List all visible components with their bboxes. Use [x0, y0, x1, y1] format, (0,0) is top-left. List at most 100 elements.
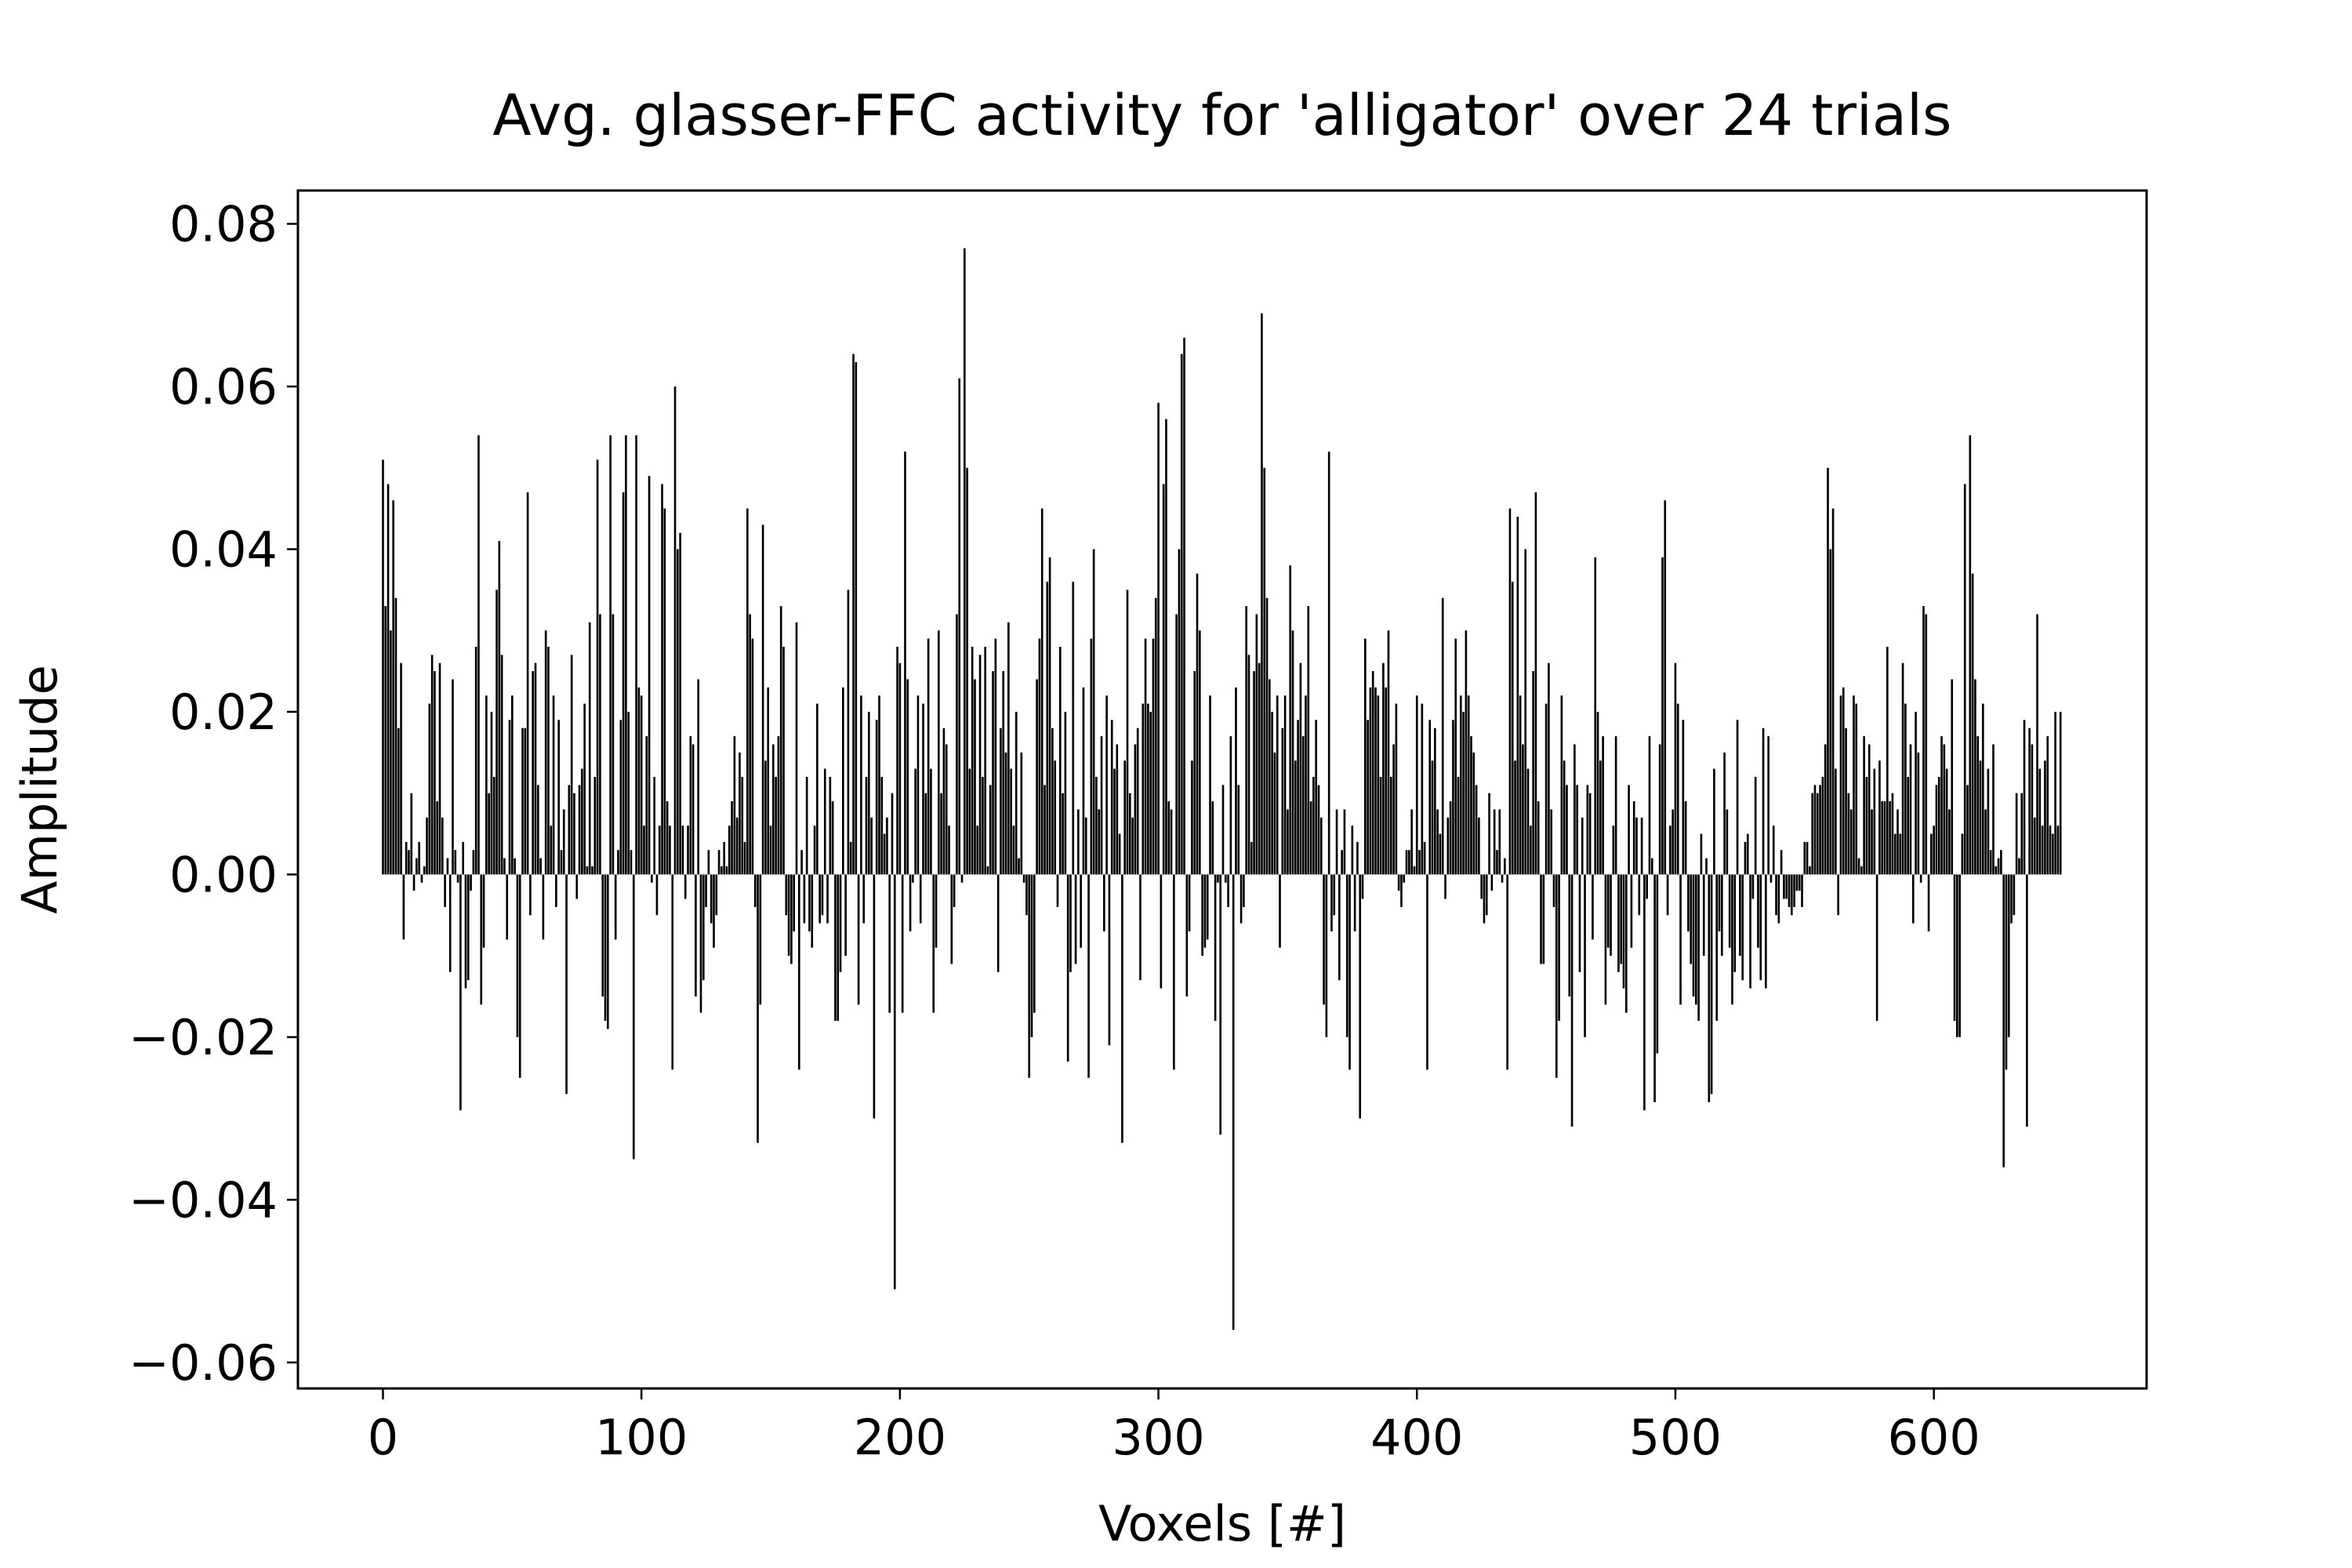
bar — [855, 361, 858, 875]
bar — [1457, 776, 1460, 875]
bar — [1992, 744, 1994, 875]
bar — [1519, 695, 1522, 875]
bar — [405, 841, 408, 875]
bar — [813, 826, 816, 875]
bar — [1976, 736, 1980, 875]
x-tick-label: 200 — [854, 1409, 946, 1466]
bar — [1684, 801, 1687, 875]
bar — [849, 841, 852, 875]
bar — [544, 630, 547, 875]
bar — [1690, 874, 1693, 964]
bar — [1367, 720, 1369, 875]
bar — [1271, 711, 1273, 875]
bar — [1452, 720, 1454, 875]
bar — [1824, 744, 1827, 875]
bar — [416, 858, 418, 875]
bar — [837, 874, 840, 1022]
bar — [412, 874, 416, 891]
bar — [1806, 841, 1809, 875]
bar — [1899, 833, 1902, 875]
bar — [575, 874, 579, 899]
bar — [438, 662, 441, 875]
bar — [482, 874, 485, 948]
bar — [1330, 874, 1333, 932]
bar — [1092, 549, 1095, 875]
bar — [1283, 695, 1287, 875]
bar — [1769, 874, 1773, 883]
bar — [945, 744, 948, 875]
bar — [521, 728, 524, 875]
bar — [927, 638, 930, 875]
bar — [823, 768, 826, 875]
bar — [2033, 817, 2036, 875]
bar — [1327, 451, 1330, 875]
bar — [1475, 785, 1478, 875]
bar — [1754, 776, 1757, 875]
bar — [1103, 874, 1105, 932]
x-axis-label: Voxels [#] — [1098, 1495, 1346, 1552]
bar — [1584, 874, 1586, 1037]
bar — [1074, 874, 1077, 964]
bar — [870, 817, 873, 875]
y-tick-label: 0.00 — [169, 846, 278, 903]
bar — [1211, 801, 1214, 875]
bar — [1028, 874, 1031, 1078]
plot-frame — [296, 189, 2148, 1390]
bar — [782, 646, 785, 875]
bar — [651, 874, 653, 883]
bar — [1423, 841, 1426, 875]
bar — [1131, 817, 1134, 875]
bar — [1180, 354, 1183, 875]
bar — [1301, 736, 1305, 875]
bar — [1221, 785, 1225, 875]
bar — [1606, 874, 1610, 948]
bar — [1592, 874, 1594, 940]
bar — [1984, 809, 1987, 875]
bar — [906, 679, 909, 875]
bar — [1816, 793, 1819, 875]
bar — [1214, 874, 1217, 1022]
bar — [382, 459, 384, 875]
bar — [1576, 785, 1578, 875]
bar — [1566, 785, 1568, 875]
bar — [542, 874, 545, 940]
bar — [1317, 785, 1320, 875]
bar — [630, 850, 633, 875]
bar — [699, 874, 702, 1013]
bar — [1720, 874, 1723, 956]
bar — [428, 703, 431, 875]
bar — [1638, 874, 1641, 916]
bar — [612, 614, 615, 875]
bar — [2026, 874, 2028, 1127]
bar — [1857, 858, 1860, 875]
bar — [591, 866, 593, 875]
bar — [390, 630, 392, 875]
bar — [1522, 744, 1524, 875]
bar — [1785, 874, 1788, 899]
bar — [968, 768, 971, 875]
bar — [1863, 736, 1865, 875]
bar — [916, 695, 920, 875]
bar — [1658, 744, 1661, 875]
bar — [829, 776, 832, 875]
bar — [1853, 695, 1855, 875]
bar — [1940, 736, 1943, 875]
bar — [1935, 785, 1938, 875]
bar — [1058, 646, 1062, 875]
bar — [1048, 557, 1051, 875]
bar — [1544, 703, 1548, 875]
bar — [1911, 874, 1915, 924]
bar — [1736, 720, 1739, 875]
bar — [573, 793, 575, 875]
bar — [1434, 728, 1436, 875]
bar — [1110, 720, 1113, 875]
bar — [761, 524, 764, 875]
bar — [1478, 817, 1480, 875]
bar — [1105, 695, 1108, 875]
bar — [459, 874, 462, 1111]
bar — [873, 874, 876, 1119]
bar — [1919, 874, 1922, 883]
bar — [1831, 508, 1835, 875]
bar — [1994, 866, 1998, 875]
bar — [702, 874, 705, 981]
